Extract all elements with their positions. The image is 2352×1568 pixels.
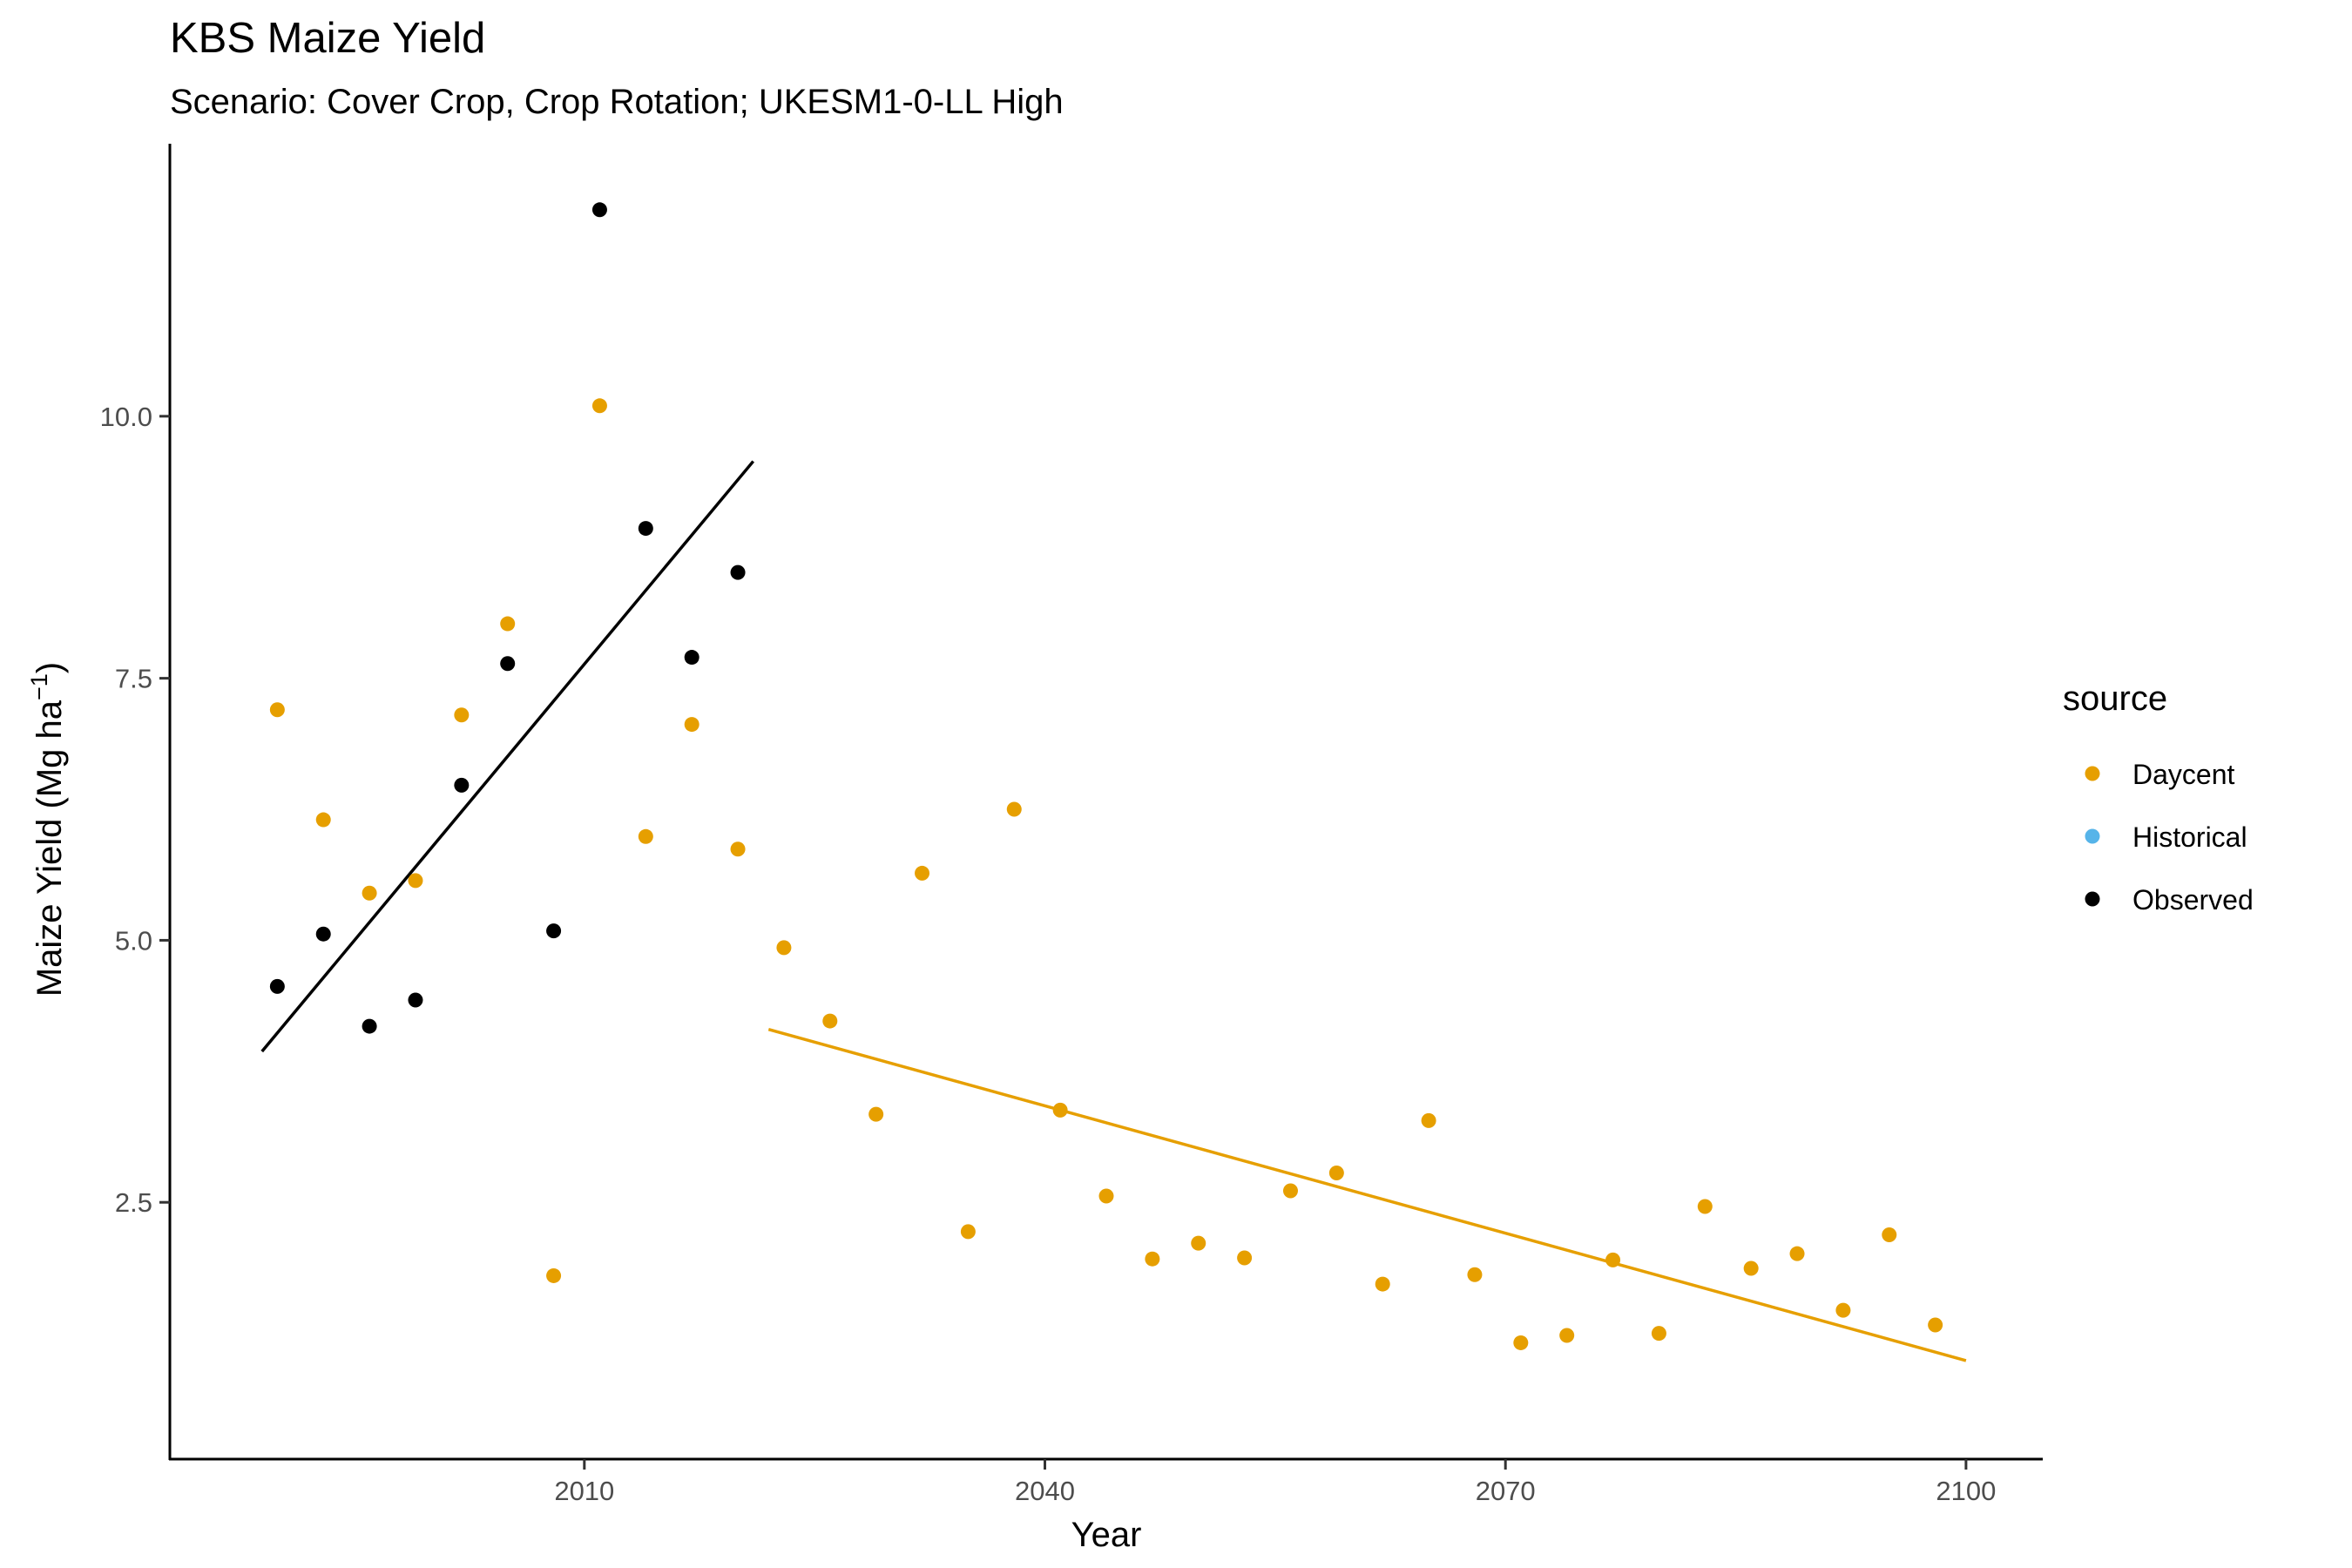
y-tick-label: 10.0: [100, 402, 152, 432]
data-point-daycent: [1697, 1199, 1713, 1214]
data-point-daycent: [960, 1224, 976, 1240]
data-point-daycent: [638, 828, 653, 844]
data-point-daycent: [408, 873, 423, 889]
data-point-daycent: [1145, 1251, 1160, 1267]
data-point-daycent: [315, 812, 331, 828]
legend-entries: Daycent Historical Observed: [2085, 759, 2254, 916]
data-point-daycent: [500, 616, 516, 632]
y-axis-title-close: ): [30, 662, 69, 673]
data-points: [269, 202, 1943, 1350]
data-point-observed: [546, 923, 562, 939]
y-axis-title-main: Maize Yield (Mg ha: [30, 700, 69, 997]
data-point-observed: [362, 1018, 377, 1034]
data-point-daycent: [1421, 1112, 1436, 1128]
data-point-daycent: [1282, 1183, 1298, 1199]
legend-key-observed: [2085, 891, 2100, 907]
y-axis-title: Maize Yield (Mg ha−1): [26, 662, 69, 997]
data-point-daycent: [1743, 1260, 1759, 1276]
y-axis-title-superscript: −1: [26, 673, 52, 700]
y-tick-label: 2.5: [115, 1187, 152, 1218]
data-point-observed: [638, 521, 653, 537]
chart-subtitle: Scenario: Cover Crop, Crop Rotation; UKE…: [170, 83, 1064, 121]
plot-panel: 2010 2040 2070 2100 2.5 5.0 7.5 10.0: [100, 144, 2043, 1506]
legend-label-historical: Historical: [2132, 821, 2247, 853]
data-point-daycent: [1052, 1102, 1068, 1118]
data-point-daycent: [546, 1267, 562, 1283]
data-point-daycent: [1237, 1250, 1253, 1266]
data-point-daycent: [1559, 1328, 1575, 1343]
data-point-daycent: [454, 707, 470, 723]
data-point-daycent: [1605, 1252, 1621, 1267]
data-point-daycent: [868, 1106, 884, 1122]
data-point-daycent: [1789, 1246, 1805, 1261]
data-point-daycent: [1191, 1235, 1206, 1251]
data-point-daycent: [1467, 1267, 1483, 1282]
legend-title: source: [2063, 679, 2167, 718]
data-point-daycent: [1835, 1302, 1851, 1318]
data-point-daycent: [1098, 1188, 1114, 1204]
data-point-daycent: [730, 841, 746, 857]
x-tick-label: 2010: [554, 1476, 614, 1506]
data-point-observed: [684, 650, 700, 666]
legend: source Daycent Historical Observed: [2063, 679, 2254, 916]
data-point-observed: [454, 777, 470, 793]
data-point-observed: [591, 202, 607, 218]
legend-label-daycent: Daycent: [2132, 759, 2235, 790]
data-point-observed: [315, 926, 331, 942]
data-point-observed: [730, 564, 746, 580]
data-point-daycent: [1882, 1227, 1897, 1243]
legend-key-historical: [2085, 828, 2100, 844]
trend-line-daycent: [767, 1028, 1967, 1362]
x-axis-title: Year: [1071, 1516, 1142, 1554]
data-point-observed: [408, 992, 423, 1008]
y-axis-ticks: 2.5 5.0 7.5 10.0: [100, 402, 170, 1218]
data-point-observed: [269, 978, 285, 994]
data-point-daycent: [1928, 1317, 1943, 1333]
data-point-daycent: [591, 398, 607, 414]
data-point-daycent: [1513, 1335, 1529, 1350]
x-tick-label: 2100: [1936, 1476, 1996, 1506]
data-point-daycent: [1651, 1326, 1666, 1342]
x-axis-ticks: 2010 2040 2070 2100: [554, 1459, 1996, 1506]
legend-key-daycent: [2085, 766, 2100, 781]
y-tick-label: 7.5: [115, 664, 152, 694]
data-point-daycent: [1006, 801, 1022, 817]
data-point-daycent: [362, 885, 377, 901]
data-point-daycent: [776, 940, 792, 956]
x-tick-label: 2070: [1476, 1476, 1536, 1506]
trend-line-observed: [260, 460, 755, 1053]
legend-label-observed: Observed: [2132, 884, 2254, 916]
x-tick-label: 2040: [1015, 1476, 1075, 1506]
trend-lines: [260, 460, 1967, 1362]
data-point-daycent: [269, 702, 285, 718]
data-point-daycent: [822, 1013, 838, 1029]
chart-title: KBS Maize Yield: [170, 15, 485, 62]
data-point-daycent: [1328, 1166, 1344, 1181]
data-point-daycent: [915, 865, 930, 881]
y-tick-label: 5.0: [115, 925, 152, 956]
data-point-observed: [500, 656, 516, 672]
data-point-daycent: [684, 717, 700, 733]
data-point-daycent: [1375, 1276, 1390, 1292]
